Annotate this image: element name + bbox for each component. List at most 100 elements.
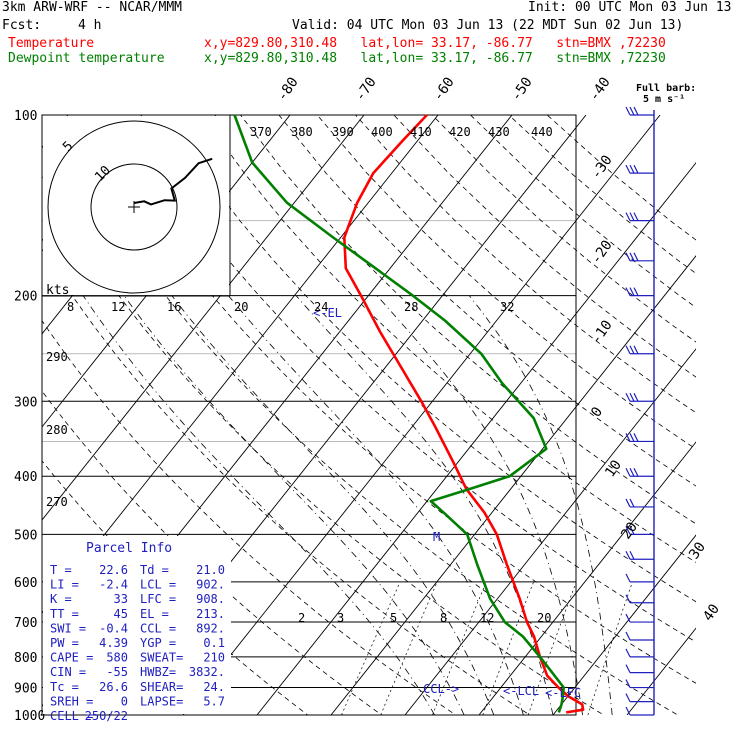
wind-barb-flag [625,287,631,296]
wind-barb-flag [633,467,639,477]
wind-barb-flag [629,550,635,560]
wind-barb [625,164,654,174]
parcel-info-cell: 902. [196,578,225,592]
isotherm-line [42,115,439,614]
legend-dewpoint-info: x,y=829.80,310.48 lat,lon= 33.17, -86.77… [204,51,666,66]
parcel-info-cell: LCL = [140,578,176,592]
wind-barb-flag [633,393,639,402]
isotherm-label: -30 [588,152,616,182]
theta-label: 370 [250,125,272,139]
parcel-info-cell: SWEAT= [140,651,183,665]
hodograph-ring-inner [90,163,178,251]
el-marker: <-EL [313,306,342,320]
wind-barb-flag [625,433,631,442]
wind-barb-flag [625,613,631,623]
parcel-info-cell: 4.39 [99,636,128,650]
moist-adiabat-line [171,295,495,715]
parcel-info-cell: TT = [50,607,79,621]
parcel-info-cell: 26.6 [99,680,128,694]
parcel-info-cell: LAPSE= [140,694,183,708]
mixing-ratio-line [527,581,577,715]
dry-adiabat-line [163,115,696,603]
parcel-info-cell: -2.4 [99,578,128,592]
valid-time: Valid: 04 UTC Mon 03 Jun 13 (22 MDT Sun … [292,18,684,33]
wind-barb [625,706,654,716]
moist-adiabat-line [295,295,554,715]
wind-barbs [625,106,655,716]
parcel-info-cell: 210 [203,651,225,665]
parcel-info-cell: K = [50,592,72,606]
isotherm-label: 20 [618,519,641,542]
isotherm-line [701,115,740,715]
wind-key-title: Full barb: [636,83,697,94]
isotherm-label: -40 [586,74,614,104]
dry-adiabat-line [470,115,696,308]
dry-adiabat-line [86,115,696,684]
wind-barb-flag [629,212,635,221]
parcel-info-cell: 21.0 [196,563,225,577]
legend-temperature: Temperature [8,36,95,51]
mixing-ratio-label: 12 [111,300,125,314]
wind-barb-flag [629,526,635,535]
wind-barb-flag [633,287,639,296]
isotherm-line [330,255,696,715]
parcel-info-cell: 22.6 [99,563,128,577]
parcel-info-cell: 892. [196,621,225,635]
wind-barb-flag [629,287,635,296]
dry-adiabat-line [355,115,696,414]
dry-adiabat-line [42,390,383,715]
wind-barb [625,664,654,674]
parcel-info-cell: SREH = [50,694,93,708]
hodograph-ring-outer [47,120,221,294]
parcel-info-cell: 0 [121,694,128,708]
isotherm-label: -50 [508,74,536,104]
wind-barb-flag [633,433,639,442]
isotherm-label: 30 [686,539,709,562]
wind-barb-flag [629,433,635,442]
wind-barb [625,393,654,402]
theta-side-label: 290 [46,350,68,364]
isotherm-label: -10 [588,317,616,347]
wind-barb-flag [629,467,635,477]
parcel-info-cell: T = [50,563,72,577]
isotherm-label: -70 [352,74,380,104]
wind-barb-flag [625,693,631,702]
temperature-line [343,114,585,714]
moist-adiabat-line [228,295,524,715]
grid-lines [42,115,740,715]
hodograph-bg [43,116,229,295]
wind-barb-flag [625,594,631,604]
wind-barb [625,550,654,560]
wind-barb-flag [625,345,631,355]
wind-barb-flag [625,498,631,508]
wind-barb-flag [625,631,631,641]
wind-barb-flag [629,106,635,116]
parcel-info-cell: Tc = [50,680,79,694]
dry-adiabat-line [316,115,696,450]
hodograph-trace [133,157,213,206]
parcel-info-cell: -55 [106,665,128,679]
wind-barb-flag [625,393,631,402]
parcel-info-cell: PW = [50,636,79,650]
isotherm-line [404,348,696,715]
dewpoint-line [233,114,565,713]
parcel-info-cell: 580 [106,651,128,665]
fcst-label: Fcst: [2,18,42,33]
dry-adiabat-line [431,115,696,343]
isotherm-label: 10 [602,457,625,480]
dry-adiabat-line [240,115,696,525]
wind-barb [625,693,654,703]
mixing-ratio-label: 20 [537,611,551,625]
wind-barb [625,679,654,689]
theta-label: 440 [531,125,553,139]
isobar-label: 1000 [14,709,45,724]
parcel-info-cell: CIN = [50,665,86,679]
lcl-marker: <-LCL [503,684,539,698]
parcel-info-cell: CAPE = [50,651,93,665]
legend-temperature-info: x,y=829.80,310.48 lat,lon= 33.17, -86.77… [204,36,666,51]
mixing-ratio-label: 8 [67,300,74,314]
wind-barb [625,287,654,297]
isobar-label: 600 [14,576,37,591]
mixing-ratio-label: 3 [337,611,344,625]
wind-barb-flag [629,345,635,355]
